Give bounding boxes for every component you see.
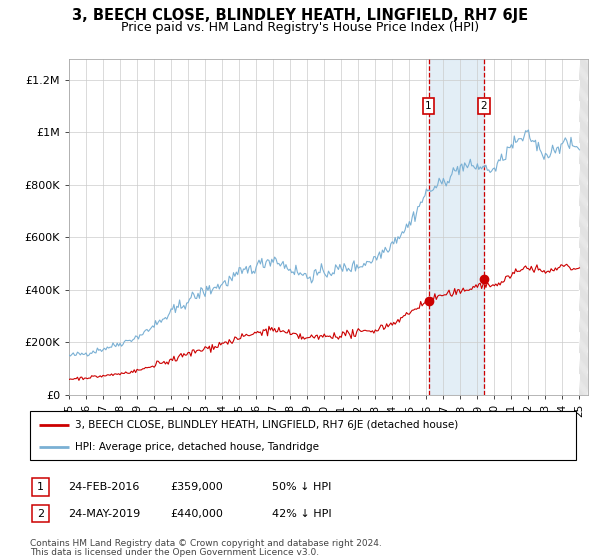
Text: Price paid vs. HM Land Registry's House Price Index (HPI): Price paid vs. HM Land Registry's House … [121,21,479,34]
Text: This data is licensed under the Open Government Licence v3.0.: This data is licensed under the Open Gov… [30,548,319,557]
Bar [428,59,484,395]
Text: 3, BEECH CLOSE, BLINDLEY HEATH, LINGFIELD, RH7 6JE: 3, BEECH CLOSE, BLINDLEY HEATH, LINGFIEL… [72,8,528,24]
Text: HPI: Average price, detached house, Tandridge: HPI: Average price, detached house, Tand… [75,441,319,451]
Text: 50% ↓ HPI: 50% ↓ HPI [272,482,331,492]
Text: 24-MAY-2019: 24-MAY-2019 [68,508,140,519]
Text: £440,000: £440,000 [170,508,223,519]
Text: 3, BEECH CLOSE, BLINDLEY HEATH, LINGFIELD, RH7 6JE (detached house): 3, BEECH CLOSE, BLINDLEY HEATH, LINGFIEL… [75,420,458,430]
Text: 24-FEB-2016: 24-FEB-2016 [68,482,139,492]
Text: 1: 1 [425,101,432,111]
Text: Contains HM Land Registry data © Crown copyright and database right 2024.: Contains HM Land Registry data © Crown c… [30,539,382,548]
Text: 2: 2 [481,101,487,111]
Text: 1: 1 [37,482,44,492]
Text: 42% ↓ HPI: 42% ↓ HPI [272,508,331,519]
Text: £359,000: £359,000 [170,482,223,492]
Text: 2: 2 [37,508,44,519]
